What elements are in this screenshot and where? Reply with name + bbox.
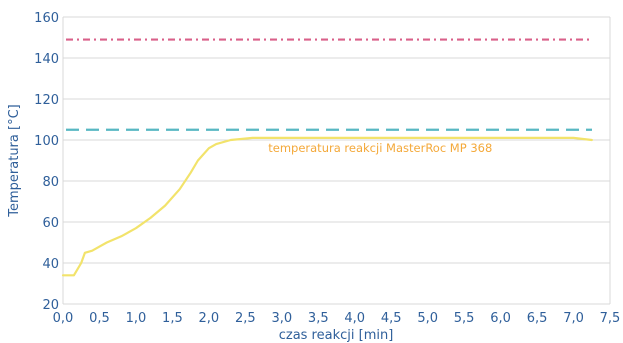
x-tick-label: 1,0 (126, 311, 147, 326)
x-tick-label: 4,0 (344, 311, 365, 326)
y-tick-label: 160 (34, 11, 59, 26)
x-tick-label: 7,0 (563, 311, 584, 326)
x-tick-label: 5,5 (454, 311, 475, 326)
x-tick-labels: 0,0 0,5 1,0 1,5 2,0 2,5 3,0 3,5 4,0 4,5 5,0 5,5 6,0 6… (53, 311, 621, 326)
y-tick-label: 140 (34, 52, 59, 67)
x-tick-label: 3,5 (308, 311, 329, 326)
annotation-label: temperatura reakcji MasterRoc MP 368 (268, 141, 492, 155)
x-tick-label: 6,0 (490, 311, 511, 326)
y-tick-label: 120 (34, 93, 59, 108)
y-tick-label: 100 (34, 134, 59, 149)
annotation-layer: temperatura reakcji MasterRoc MP 368 (255, 141, 506, 163)
y-tick-label: 20 (42, 298, 59, 313)
x-tick-label: 2,0 (199, 311, 220, 326)
x-tick-label: 0,5 (89, 311, 110, 326)
y-tick-labels: 20 40 60 80 100 120 140 160 (34, 11, 59, 313)
x-tick-label: 6,5 (527, 311, 548, 326)
grid (62, 16, 611, 305)
x-tick-label: 0,0 (53, 311, 74, 326)
series-line-0 (61, 136, 593, 277)
reference-lines (66, 38, 592, 131)
x-axis-title: czas reakcji [min] (279, 328, 394, 343)
series-layer (61, 136, 593, 277)
y-tick-label: 80 (42, 175, 59, 190)
x-tick-label: 3,0 (271, 311, 292, 326)
y-tick-label: 40 (42, 257, 59, 272)
x-tick-label: 4,5 (381, 311, 402, 326)
y-axis-title: Temperatura [°C] (7, 104, 22, 217)
y-tick-label: 60 (42, 216, 59, 231)
x-tick-label: 5,0 (417, 311, 438, 326)
x-tick-label: 7,5 (600, 311, 621, 326)
x-tick-label: 1,5 (162, 311, 183, 326)
x-tick-label: 2,5 (235, 311, 256, 326)
